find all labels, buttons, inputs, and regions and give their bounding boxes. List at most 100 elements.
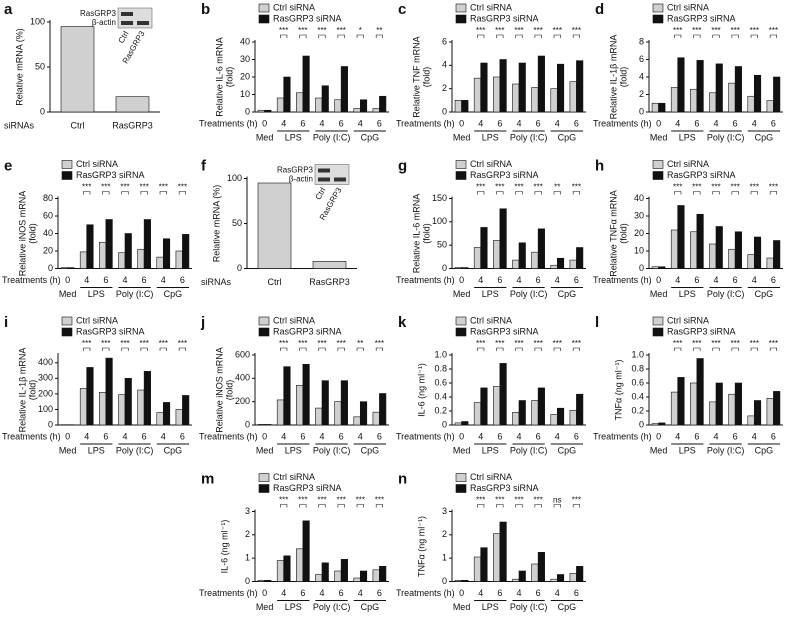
legend-label: Ctrl siRNA	[667, 2, 709, 12]
significance-label: ***	[514, 183, 523, 192]
x-tick-label: 4	[555, 118, 560, 128]
y-tick-label: 1.0	[631, 349, 644, 359]
bar	[321, 380, 329, 426]
group-label: CpG	[361, 132, 380, 142]
y-axis-label: (fold)	[421, 223, 431, 244]
significance-label: ***	[514, 339, 523, 348]
x-tick-label: 0	[459, 588, 464, 598]
blot-lane-label: Ctrl	[117, 29, 131, 44]
legend-swatch	[61, 327, 73, 337]
significance-bracket	[356, 504, 364, 508]
significance-label: ***	[336, 26, 345, 35]
significance-bracket	[299, 34, 307, 38]
panel-letter: b	[201, 1, 210, 18]
group-label: LPS	[285, 445, 302, 455]
y-axis-label: IL-6 (ng ml⁻¹)	[416, 363, 426, 417]
significance-label: ***	[495, 26, 504, 35]
y-tick-label: 2	[639, 89, 644, 99]
bar	[518, 242, 526, 269]
y-tick-label: 150	[432, 193, 447, 203]
bar	[773, 76, 781, 113]
bar	[512, 259, 520, 269]
bar	[99, 241, 107, 269]
legend-swatch	[61, 316, 73, 326]
bar	[143, 371, 151, 426]
x-tick-label: 6	[733, 431, 738, 441]
group-label: LPS	[482, 602, 499, 612]
significance-bracket	[337, 34, 345, 38]
x-tick-label: 4	[555, 588, 560, 598]
bar	[677, 205, 685, 269]
legend-label: RasGRP3 siRNA	[470, 483, 539, 493]
legend-label: RasGRP3 siRNA	[470, 170, 539, 180]
bar	[766, 100, 774, 113]
bar	[264, 424, 272, 426]
y-tick-label: 8	[639, 36, 644, 46]
bar	[709, 401, 717, 426]
bar	[512, 83, 520, 113]
y-tick-label: 80	[43, 193, 53, 203]
bar	[747, 415, 755, 426]
bar	[340, 380, 348, 426]
bar	[569, 81, 577, 113]
y-axis-label: (fold)	[421, 67, 431, 88]
significance-label: ***	[101, 339, 110, 348]
significance-label: ***	[769, 339, 778, 348]
bar	[276, 97, 285, 113]
significance-label: ***	[673, 26, 682, 35]
legend-label: RasGRP3 siRNA	[470, 13, 539, 23]
group-label: Med	[453, 289, 471, 299]
x-tick-label: 6	[574, 275, 579, 285]
x-axis-title: Treatments (h)	[199, 588, 258, 598]
x-tick-label: 4	[161, 275, 166, 285]
legend-swatch	[258, 327, 270, 337]
bar	[137, 248, 145, 269]
bar	[302, 55, 310, 113]
blot-label: β-actin	[289, 175, 313, 184]
x-tick-label: 4	[516, 588, 521, 598]
bar	[340, 66, 348, 113]
bar	[175, 409, 183, 426]
significance-label: ***	[572, 183, 581, 192]
significance-bracket	[515, 191, 523, 195]
y-tick-label: 1	[442, 553, 447, 563]
bar	[461, 580, 469, 582]
x-tick-label: 4	[675, 275, 680, 285]
bar	[162, 402, 171, 426]
bar	[728, 82, 736, 113]
legend-swatch	[258, 316, 270, 326]
x-tick-label: 6	[771, 118, 776, 128]
group-label: Med	[453, 132, 471, 142]
bar	[766, 257, 774, 269]
significance-bracket	[121, 347, 129, 351]
y-axis-label: Relative IL-6 mRNA	[411, 194, 421, 274]
bar	[480, 387, 488, 426]
significance-bracket	[83, 347, 91, 351]
significance-bracket	[693, 34, 701, 38]
x-axis-title: Treatments (h)	[593, 118, 652, 128]
bar	[182, 234, 190, 269]
x-tick-label: 6	[771, 431, 776, 441]
x-tick-label: 6	[300, 118, 305, 128]
legend-label: Ctrl siRNA	[470, 315, 512, 325]
y-tick-label: 6	[442, 36, 447, 46]
bar	[359, 401, 368, 426]
x-tick-label: 4	[122, 431, 127, 441]
y-axis-label: Relative iNOS mRNA	[214, 347, 224, 433]
bar	[696, 213, 704, 269]
x-tick-label: 6	[377, 588, 382, 598]
bar	[499, 208, 507, 269]
bar	[493, 76, 501, 113]
legend-label: RasGRP3 siRNA	[470, 326, 539, 336]
x-tick-label: 6	[377, 431, 382, 441]
x-tick-label: 4	[713, 431, 718, 441]
y-tick-label: 4	[639, 71, 644, 81]
y-tick-label: 200	[38, 388, 53, 398]
bar	[556, 574, 565, 582]
bar	[651, 266, 659, 269]
significance-label: ***	[298, 26, 307, 35]
significance-bracket	[337, 347, 345, 351]
y-axis-label: Relative TNF mRNA	[411, 36, 421, 117]
x-tick-label: 4	[84, 275, 89, 285]
x-tick-label: 6	[536, 118, 541, 128]
